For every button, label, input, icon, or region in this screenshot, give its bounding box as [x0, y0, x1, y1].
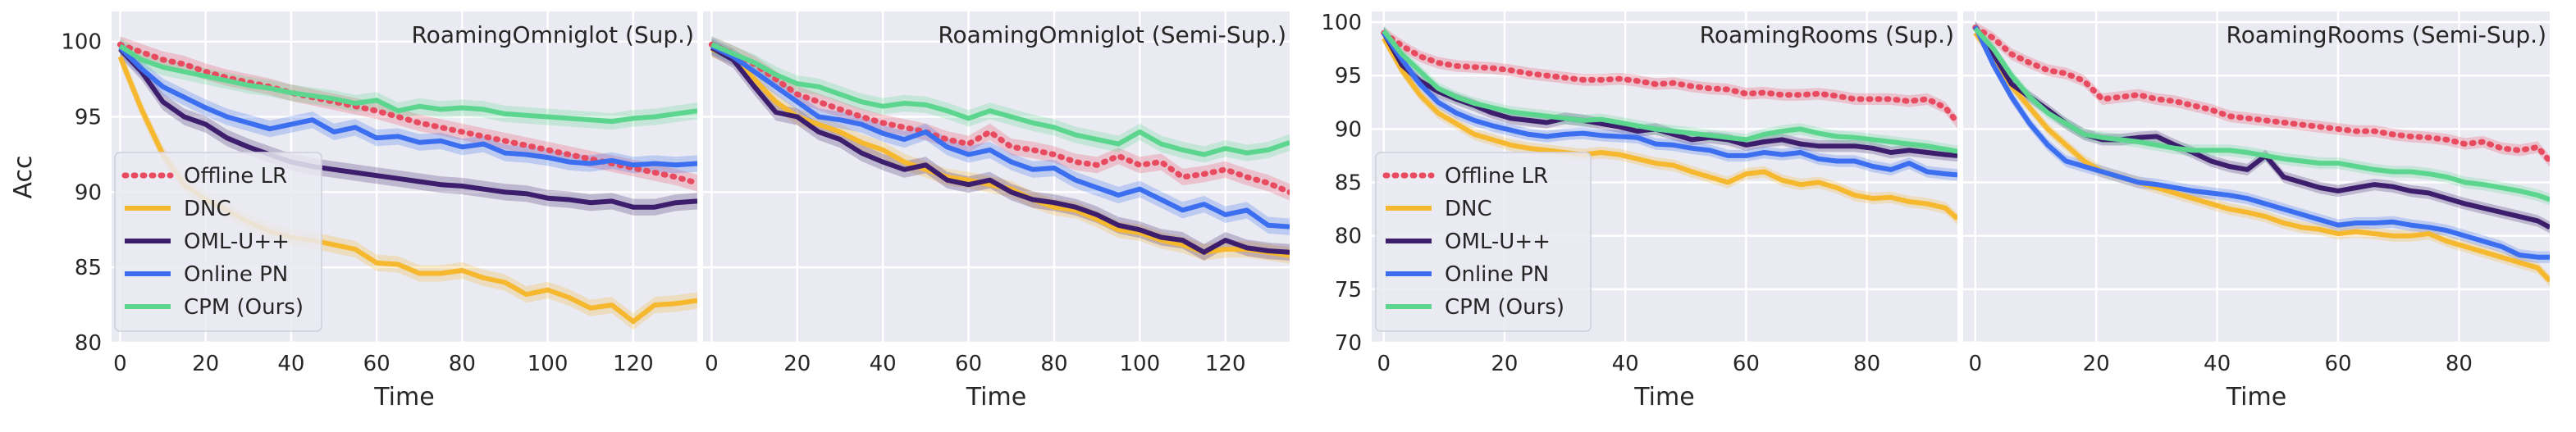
line-cpm	[710, 42, 1290, 157]
x-tick-label: 0	[113, 352, 127, 376]
chart-panel-2: 0 20 40 60 80 100 120 Time RoamingOmniglot (Semi…	[703, 11, 1290, 412]
y-tick-label: 100	[1321, 11, 1362, 35]
chart-panel-1: 0 20 40 60 80 100 120 80 85 90 95 100 Time Acc Roaming…	[9, 11, 697, 412]
legend-label: Online PN	[1445, 262, 1549, 287]
series-group	[1381, 25, 1957, 225]
x-tick-label: 60	[363, 352, 391, 376]
band-online_pn	[120, 39, 697, 174]
legend-label: DNC	[1445, 197, 1492, 221]
x-tick-label: 60	[2324, 352, 2351, 376]
band-online_pn	[711, 38, 1290, 235]
line-offline_lr	[1381, 30, 1957, 125]
legend-label: Online PN	[184, 262, 288, 287]
x-tick-label: 40	[870, 352, 897, 376]
y-tick-label: 95	[1335, 64, 1362, 89]
band-online_pn	[1975, 20, 2550, 263]
y-tick-label: 85	[1335, 171, 1362, 196]
y-tick-label: 80	[1335, 225, 1362, 249]
line-cpm	[1382, 29, 1957, 154]
line-dnc	[1973, 31, 2550, 283]
line-cpm	[1973, 26, 2550, 202]
x-tick-label: 80	[2446, 352, 2473, 376]
line-offline_lr	[1972, 25, 2550, 164]
y-axis-label: Acc	[9, 156, 38, 199]
line-oml	[118, 47, 697, 210]
line-cpm	[118, 43, 697, 125]
x-tick-label: 120	[613, 352, 654, 376]
y-tick-label: 85	[75, 256, 102, 280]
y-tick-label: 90	[75, 180, 102, 205]
panel-title: RoamingRooms (Sup.)	[1700, 21, 1954, 48]
x-axis-label: Time	[373, 383, 434, 412]
x-tick-label: 40	[1612, 352, 1639, 376]
legend-label: CPM (Ours)	[184, 295, 304, 320]
line-online_pn	[710, 43, 1290, 230]
line-online_pn	[1382, 31, 1957, 178]
line-dnc	[1382, 37, 1957, 221]
chart-panel-4: 0 20 40 60 80 Time RoamingRooms (Semi-Sup.)	[1963, 11, 2550, 412]
series-group	[116, 36, 697, 330]
band-dnc	[1383, 32, 1957, 225]
x-tick-label: 0	[1968, 352, 1982, 376]
legend: Offline LR DNC OML-U++ Online PN CPM (Ours)	[1375, 152, 1592, 332]
y-tick-label: 70	[1335, 331, 1362, 356]
legend-label: DNC	[184, 197, 231, 221]
legend-box	[1375, 152, 1592, 332]
x-tick-label: 60	[955, 352, 982, 376]
x-tick-label: 80	[1853, 352, 1880, 376]
line-oml	[1382, 31, 1957, 158]
x-tick-label: 40	[277, 352, 304, 376]
y-tick-label: 100	[61, 30, 102, 55]
line-online_pn	[118, 45, 697, 168]
x-axis-label: Time	[1633, 383, 1694, 412]
band-offline_lr	[711, 36, 1290, 201]
band-oml	[711, 39, 1290, 261]
x-tick-label: 20	[1491, 352, 1518, 376]
chart-panel-3: 0 20 40 60 80 70 75 80 85 90 95 100 Time RoamingRooms…	[1321, 11, 1957, 412]
band-offline_lr	[1975, 21, 2550, 167]
x-tick-label: 0	[705, 352, 719, 376]
x-tick-label: 100	[1120, 352, 1161, 376]
x-tick-label: 80	[449, 352, 476, 376]
y-tick-label: 75	[1335, 278, 1362, 302]
series-group	[708, 36, 1290, 264]
y-tick-label: 90	[1335, 117, 1362, 142]
plot-area	[703, 11, 1290, 343]
legend-label: OML-U++	[184, 230, 290, 254]
line-offline_lr	[708, 41, 1290, 195]
legend-label: CPM (Ours)	[1445, 295, 1564, 320]
series-group	[1972, 20, 2550, 287]
x-tick-label: 80	[1040, 352, 1067, 376]
band-dnc	[120, 48, 697, 330]
band-cpm	[711, 36, 1290, 163]
band-offline_lr	[120, 36, 697, 192]
panel-title: RoamingRooms (Semi-Sup.)	[2227, 21, 2546, 48]
x-tick-label: 0	[1377, 352, 1391, 376]
x-tick-label: 100	[528, 352, 569, 376]
legend-box	[114, 152, 322, 332]
x-tick-label: 40	[2204, 352, 2231, 376]
x-tick-label: 20	[783, 352, 811, 376]
x-tick-label: 20	[2083, 352, 2110, 376]
x-axis-label: Time	[966, 383, 1026, 412]
x-tick-label: 120	[1205, 352, 1246, 376]
line-online_pn	[1972, 25, 2550, 260]
band-offline_lr	[1383, 26, 1957, 129]
x-tick-label: 60	[1733, 352, 1760, 376]
y-tick-label: 95	[75, 106, 102, 130]
legend-label: Offline LR	[1445, 164, 1548, 189]
legend: Offline LR DNC OML-U++ Online PN CPM (Ours)	[114, 152, 322, 332]
x-axis-label: Time	[2226, 383, 2286, 412]
legend-label: Offline LR	[184, 164, 287, 189]
panel-title: RoamingOmniglot (Semi-Sup.)	[938, 21, 1286, 48]
legend-label: OML-U++	[1445, 230, 1551, 254]
line-oml	[710, 45, 1290, 255]
x-tick-label: 20	[192, 352, 219, 376]
y-tick-label: 80	[75, 331, 102, 356]
panel-title: RoamingOmniglot (Sup.)	[411, 21, 694, 48]
